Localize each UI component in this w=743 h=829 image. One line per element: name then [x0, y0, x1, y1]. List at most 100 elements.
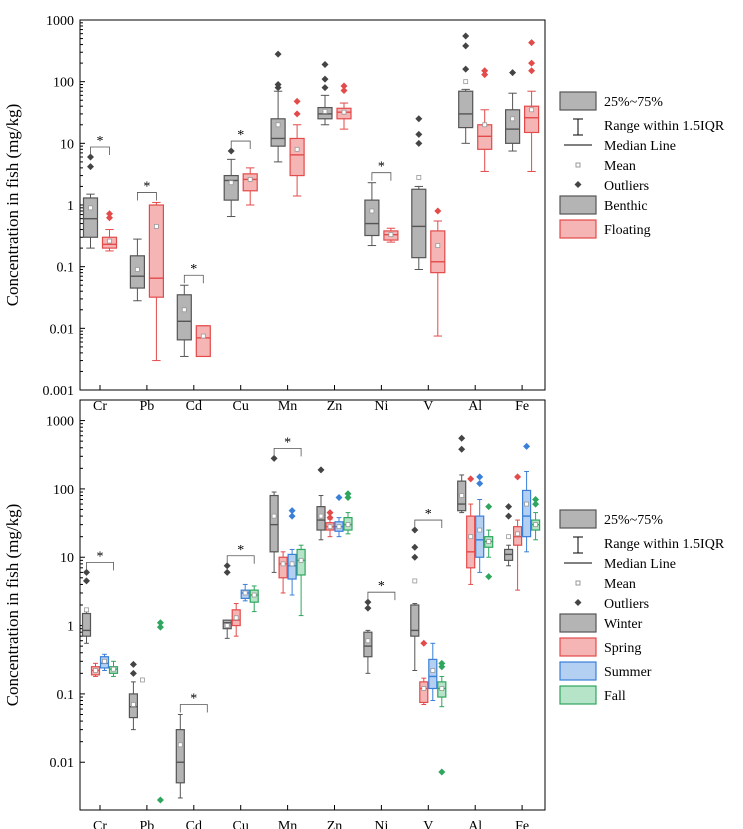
box-benthic-ni — [364, 199, 380, 237]
significance-bracket — [137, 192, 157, 201]
outlier-benthic-v — [415, 139, 423, 147]
x-tick-label-v: V — [423, 399, 433, 414]
x-tick-label-cd: Cd — [186, 399, 202, 414]
outlier-winter-cr — [83, 568, 90, 576]
significance-star: * — [97, 134, 104, 149]
mean-benthic-cd — [181, 307, 187, 313]
significance-star: * — [190, 691, 197, 706]
mean-fall-cr — [111, 666, 116, 672]
outlier-benthic-cr — [87, 153, 94, 161]
y-tick-label: 10 — [60, 551, 74, 566]
outlier-benthic-v — [415, 115, 423, 123]
box-floating-pb — [148, 204, 164, 298]
mean-floating-pb — [153, 223, 159, 229]
outlier-winter-fe — [505, 512, 513, 520]
outlier-fall-al — [485, 573, 493, 581]
box-winter-ni — [363, 631, 373, 658]
mean-benthic-zn — [322, 108, 328, 114]
mean-benthic-v — [416, 175, 422, 180]
mean-fall-al — [486, 539, 492, 544]
legend-swatch-fall — [559, 685, 597, 705]
x-tick-label-v: V — [423, 819, 433, 829]
x-tick-label-cd: Cd — [186, 819, 202, 829]
outlier-fall-v — [438, 768, 446, 776]
outlier-floating-al — [481, 67, 489, 75]
outlier-winter-pb — [129, 669, 137, 677]
mean-winter-al — [459, 493, 465, 498]
y-tick-label: 0.1 — [57, 261, 75, 276]
y-tick-label: 10 — [60, 137, 74, 152]
legend-swatch-spring — [559, 637, 597, 657]
mean-fall-zn — [345, 522, 351, 528]
outlier-spring-fe — [514, 473, 522, 481]
mean-spring-fe — [515, 531, 520, 537]
mean-fall-v — [439, 686, 445, 691]
outlier-benthic-al — [462, 32, 470, 40]
outlier-floating-cr — [106, 210, 113, 218]
outlier-spring-zn — [326, 514, 334, 522]
mean-floating-cr — [107, 238, 112, 244]
significance-star: * — [237, 128, 244, 143]
outlier-spring-v — [420, 639, 428, 647]
y-tick-label: 0.01 — [50, 322, 75, 337]
significance-bracket — [367, 591, 396, 601]
mean-winter-pb — [130, 702, 136, 707]
outlier-benthic-fe — [509, 69, 517, 77]
legend-swatch-box — [559, 509, 597, 529]
box-winter-cr — [81, 612, 92, 637]
y-tick-label: 0.001 — [43, 384, 75, 399]
outlier-summer-fe — [523, 442, 531, 450]
x-tick-label-zn: Zn — [327, 399, 343, 414]
mean-floating-ni — [388, 232, 394, 238]
mean-benthic-fe — [510, 116, 516, 122]
legend-label: Floating — [604, 223, 651, 238]
box-spring-v — [419, 681, 429, 704]
outlier-summer-zn — [335, 493, 343, 501]
mean-fall-cu — [251, 592, 257, 598]
mean-floating-mn — [294, 146, 300, 152]
outlier-fall-pb — [156, 619, 164, 627]
legend-label: Median Line — [604, 139, 676, 154]
mean-winter-cu — [224, 623, 230, 628]
outlier-winter-ni — [364, 598, 372, 606]
y-tick-label: 1 — [67, 199, 74, 214]
mean-winter-zn — [318, 513, 324, 519]
outlier-benthic-mn — [274, 50, 282, 58]
mean-winter-cd — [177, 742, 183, 748]
outlier-benthic-zn — [321, 60, 329, 68]
legend-range-symbol — [573, 536, 583, 554]
outlier-floating-cr — [106, 214, 113, 222]
mean-benthic-cr — [88, 205, 93, 211]
legend-label: 25%~75% — [604, 513, 663, 528]
legend-label: Benthic — [604, 199, 648, 214]
outlier-winter-cr — [83, 577, 90, 585]
outlier-fall-zn — [344, 490, 352, 498]
significance-star: * — [378, 579, 385, 594]
box-benthic-v — [411, 188, 427, 259]
outlier-benthic-cu — [227, 147, 235, 155]
outlier-winter-cu — [223, 562, 231, 570]
outlier-fall-zn — [344, 493, 352, 501]
legend-label: Median Line — [604, 557, 676, 572]
mean-winter-mn — [271, 513, 277, 519]
legend-swatch-box — [559, 91, 597, 111]
box-summer-al — [475, 515, 485, 558]
box-benthic-cr — [82, 197, 99, 238]
significance-bracket — [273, 447, 302, 457]
mean-spring-cu — [233, 615, 239, 621]
outlier-floating-al — [481, 71, 489, 79]
legend-label: Fall — [604, 689, 626, 704]
outlier-summer-mn — [288, 512, 296, 520]
mean-summer-cr — [102, 658, 107, 664]
mean-summer-al — [477, 527, 483, 533]
mean-benthic-pb — [134, 267, 140, 272]
legend-mean-symbol — [575, 580, 581, 586]
box-summer-v — [428, 658, 438, 690]
outlier-benthic-al — [462, 42, 470, 50]
box-benthic-pb — [129, 255, 145, 289]
x-tick-label-cu: Cu — [233, 399, 249, 414]
outlier-fall-pb — [156, 796, 164, 804]
legend-label: Outliers — [604, 597, 649, 612]
significance-star: * — [97, 549, 104, 564]
